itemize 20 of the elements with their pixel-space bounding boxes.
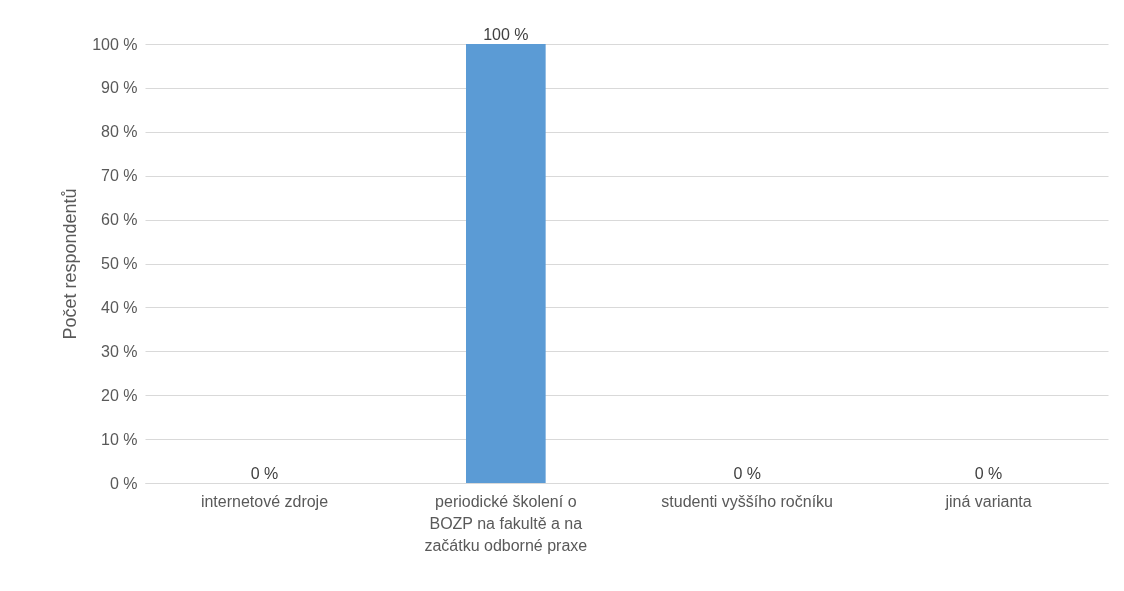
y-tick-label: 0 % [109, 474, 138, 492]
data-label: 0 % [974, 465, 1003, 482]
y-tick-label: 100 % [92, 35, 138, 53]
y-tick-label: 50 % [101, 255, 138, 272]
y-tick-label: 60 % [101, 211, 138, 229]
data-label: 0 % [250, 465, 279, 482]
x-tick-label: jiná varianta [944, 492, 1032, 510]
y-tick-label: 40 % [101, 298, 138, 316]
y-tick-label: 10 % [101, 430, 138, 448]
x-tick-label: internetové zdroje [200, 492, 329, 510]
y-tick-label: 80 % [101, 123, 138, 141]
x-tick-label: studenti vyššího ročníku [661, 492, 833, 510]
data-label: 0 % [733, 465, 761, 482]
y-tick-label: 70 % [101, 167, 138, 185]
data-label: 100 % [483, 26, 529, 43]
x-tick-label: periodické školení o BOZP na fakultě a na začátku odborné praxe [424, 492, 588, 554]
y-tick-label: 30 % [101, 342, 138, 360]
y-tick-label: 20 % [101, 386, 138, 404]
y-axis-title: Počet respondentů [60, 188, 81, 340]
y-tick-label: 90 % [101, 79, 138, 97]
